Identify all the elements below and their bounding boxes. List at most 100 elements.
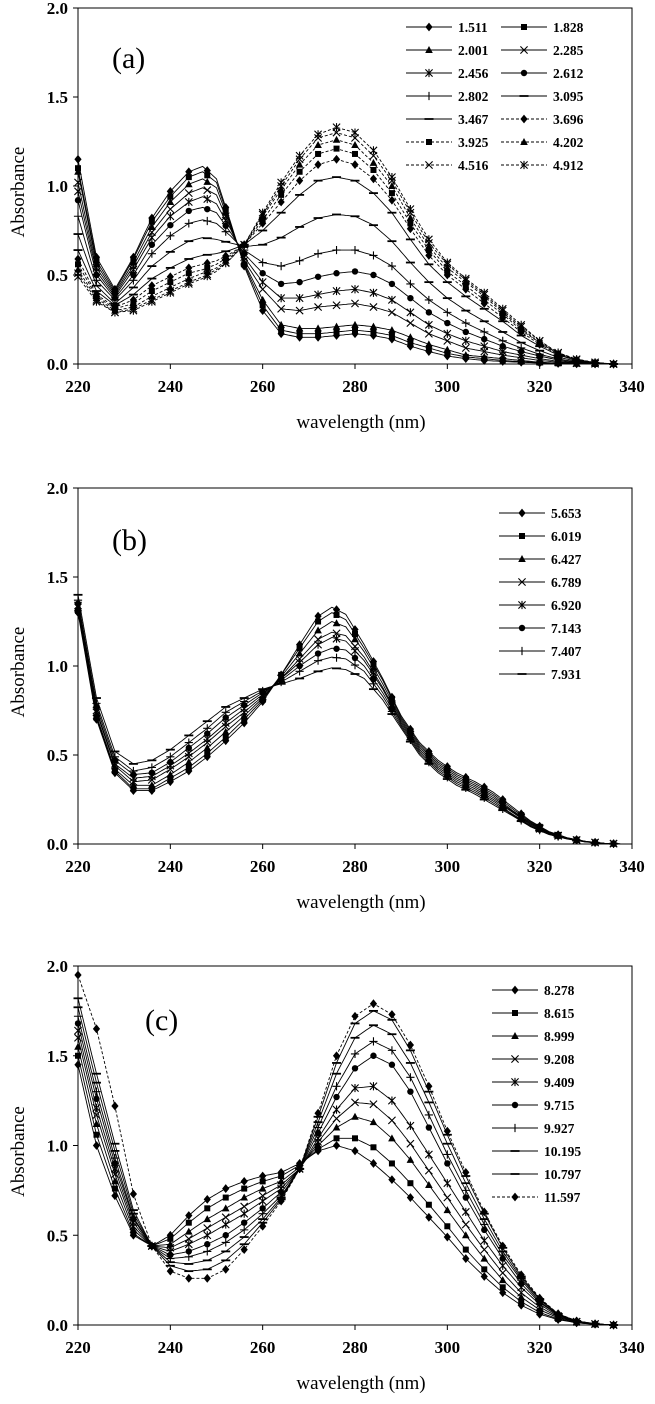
data-point	[443, 1126, 451, 1136]
data-point	[166, 212, 175, 221]
data-point	[351, 635, 359, 643]
data-point	[185, 1219, 192, 1226]
x-tick-label: 340	[619, 377, 645, 396]
data-point	[148, 769, 156, 776]
data-point	[147, 763, 156, 772]
x-axis-label: wavelength (nm)	[296, 1373, 425, 1394]
legend-label: 1.511	[458, 20, 488, 35]
x-tick-label: 320	[527, 1338, 553, 1357]
data-point	[184, 197, 193, 207]
data-point	[92, 297, 101, 306]
data-point	[333, 611, 340, 618]
data-point	[203, 1194, 211, 1204]
series-line	[77, 600, 623, 845]
data-point	[424, 1110, 433, 1120]
data-point	[333, 270, 340, 277]
legend-item: 10.195	[492, 1144, 581, 1159]
data-point	[73, 596, 83, 605]
data-point	[277, 677, 286, 687]
data-point	[498, 336, 507, 345]
legend-item: 4.516	[406, 158, 489, 173]
data-point	[352, 150, 358, 157]
data-point	[443, 345, 452, 353]
legend-label: 1.828	[553, 20, 584, 35]
data-point	[443, 270, 451, 280]
data-point	[259, 218, 267, 228]
x-tick-label: 220	[65, 377, 91, 396]
data-point	[424, 1166, 433, 1175]
data-point	[185, 764, 192, 771]
series-line	[77, 158, 614, 365]
legend-item: 6.789	[499, 575, 582, 590]
data-point	[185, 1248, 192, 1255]
series-line	[77, 176, 614, 365]
data-point	[462, 1254, 470, 1263]
data-point	[481, 296, 488, 303]
data-point	[167, 775, 174, 782]
data-point	[369, 1159, 378, 1168]
data-point	[166, 752, 175, 761]
data-point	[351, 654, 359, 662]
data-point	[130, 271, 137, 279]
data-point	[148, 288, 155, 295]
data-point	[480, 327, 489, 337]
data-point	[185, 167, 193, 177]
data-point	[92, 1024, 101, 1034]
data-point	[129, 1225, 138, 1233]
data-point	[74, 272, 82, 281]
plot-frame	[77, 7, 633, 365]
data-point	[350, 1049, 360, 1059]
y-axis-label: Absorbance	[8, 627, 29, 718]
data-point	[406, 333, 415, 341]
x-tick-label: 220	[65, 1338, 91, 1357]
legend-item: 2.456	[406, 66, 489, 81]
series-line	[77, 132, 614, 365]
series-line	[77, 139, 614, 365]
data-point	[443, 308, 452, 317]
legend-marker	[512, 1010, 518, 1016]
data-point	[333, 328, 340, 335]
data-point	[296, 662, 303, 670]
legend-item: 6.427	[499, 552, 582, 567]
data-point	[204, 1205, 211, 1212]
data-point	[314, 141, 322, 149]
data-point	[203, 724, 212, 733]
x-tick-label: 300	[435, 857, 461, 876]
x-tick-label: 240	[158, 1338, 184, 1357]
data-point	[333, 1093, 340, 1101]
data-point	[93, 1131, 100, 1138]
data-point	[332, 634, 341, 643]
data-point	[204, 750, 211, 757]
data-point	[221, 1213, 230, 1222]
data-point	[424, 235, 433, 244]
data-point	[332, 605, 341, 615]
data-point	[425, 1180, 433, 1188]
data-point	[406, 341, 414, 351]
data-point	[444, 1223, 451, 1230]
data-point	[388, 190, 395, 197]
legend-item: 3.696	[501, 112, 584, 127]
data-point	[388, 280, 396, 288]
data-point	[277, 185, 285, 193]
legend-item: 7.407	[499, 644, 582, 659]
series	[73, 596, 623, 848]
data-point	[111, 1177, 119, 1185]
y-tick-label: 0.5	[47, 266, 68, 285]
legend-label: 3.095	[553, 89, 584, 104]
data-point	[277, 1196, 285, 1206]
legend-item: 8.278	[492, 983, 575, 998]
data-point	[370, 328, 377, 335]
y-tick-label: 0.0	[47, 1316, 68, 1335]
data-point	[314, 640, 323, 649]
data-point	[110, 308, 119, 317]
data-point	[332, 135, 341, 143]
data-point	[424, 1150, 433, 1159]
data-point	[499, 1284, 506, 1291]
series	[74, 187, 618, 369]
data-point	[314, 303, 323, 312]
data-point	[591, 358, 600, 367]
legend-marker	[518, 600, 526, 610]
legend-label: 3.467	[458, 112, 489, 127]
data-point	[74, 970, 82, 980]
